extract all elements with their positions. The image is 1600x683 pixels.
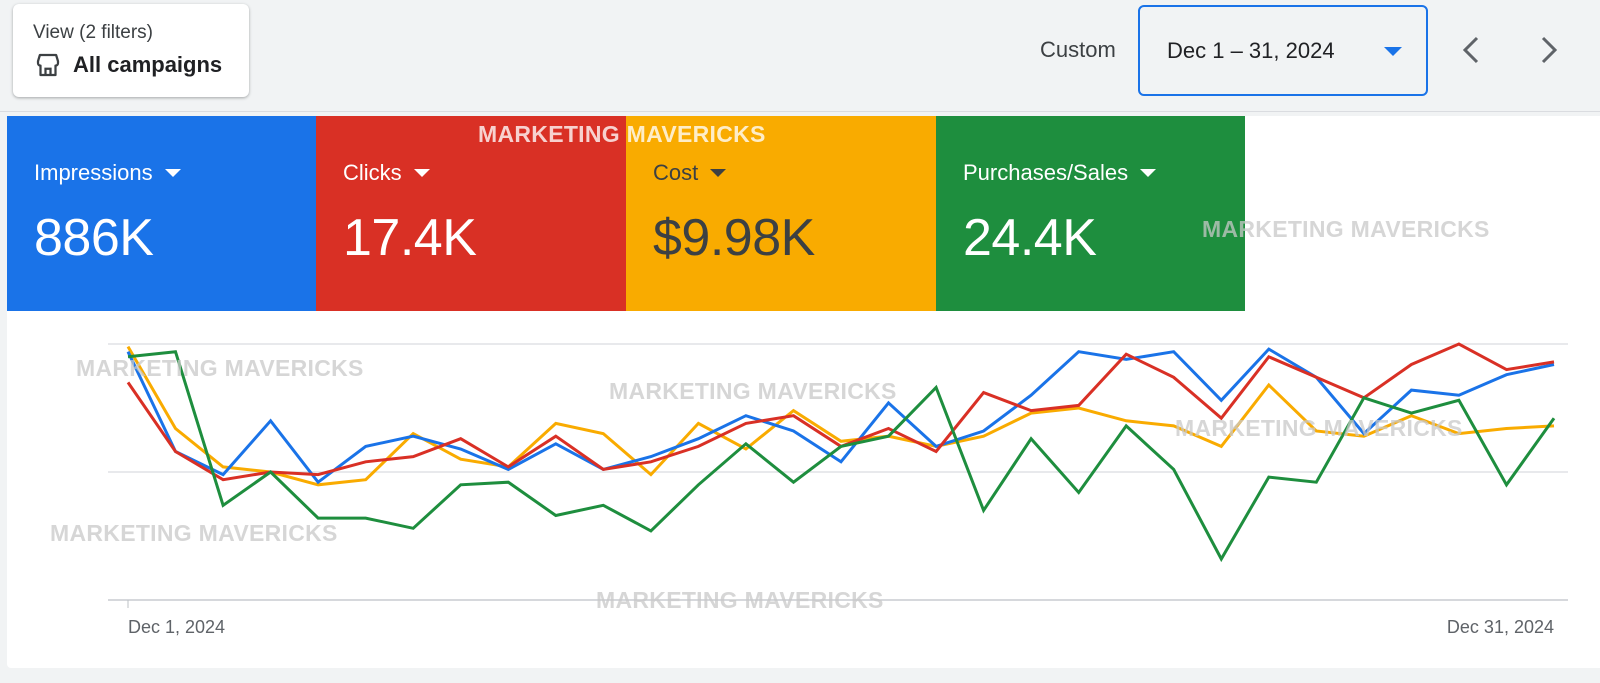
metric-value: 17.4K [343, 209, 477, 267]
caret-down-icon [164, 169, 181, 177]
next-period-button[interactable] [1530, 28, 1570, 72]
metric-name-row: Clicks [343, 160, 626, 186]
date-range-picker[interactable]: Dec 1 – 31, 2024 [1138, 5, 1428, 96]
chart-series [126, 342, 1556, 563]
previous-period-button[interactable] [1450, 28, 1490, 72]
chevron-right-icon [1541, 36, 1558, 64]
caret-down-icon [1384, 47, 1402, 56]
metric-value: $9.98K [653, 209, 815, 267]
series-line-impressions [126, 347, 1555, 485]
x-axis-end-label: Dec 31, 2024 [1447, 617, 1554, 637]
view-filter-selector[interactable]: View (2 filters) All campaigns [13, 4, 249, 97]
metric-name: Clicks [343, 160, 402, 185]
caret-down-icon [710, 169, 727, 177]
metric-card-clicks[interactable]: Clicks 17.4K [316, 116, 626, 311]
caret-down-icon [1140, 169, 1157, 177]
metric-card-impressions[interactable]: Impressions 886K [7, 116, 317, 311]
metric-name: Cost [653, 160, 699, 185]
series-line-purchases-sales [127, 350, 1556, 563]
view-filter-row: All campaigns [33, 50, 229, 80]
view-filter-label: View (2 filters) [33, 22, 154, 43]
store-icon [36, 53, 60, 77]
metric-card-purchases[interactable]: Purchases/Sales 24.4K [936, 116, 1245, 311]
metric-name-row: Purchases/Sales [963, 160, 1245, 186]
metric-card-cost[interactable]: Cost $9.98K [626, 116, 936, 311]
series-line-cost [126, 345, 1555, 487]
chart-gridlines [108, 343, 1568, 608]
view-filter-value: All campaigns [73, 52, 223, 77]
metric-name: Impressions [34, 160, 153, 185]
date-preset-label: Custom [1040, 37, 1116, 62]
chevron-left-icon [1462, 36, 1479, 64]
metric-name: Purchases/Sales [963, 160, 1129, 185]
metric-value: 886K [34, 209, 154, 267]
metric-value: 24.4K [963, 209, 1097, 267]
metric-name-row: Impressions [34, 160, 317, 186]
caret-down-icon [413, 169, 430, 177]
performance-line-chart: Dec 1, 2024 Dec 31, 2024 [108, 342, 1568, 637]
date-range-value: Dec 1 – 31, 2024 [1167, 37, 1335, 63]
x-axis-start-label: Dec 1, 2024 [128, 617, 225, 637]
metric-name-row: Cost [653, 160, 936, 186]
series-line-clicks [126, 342, 1555, 482]
